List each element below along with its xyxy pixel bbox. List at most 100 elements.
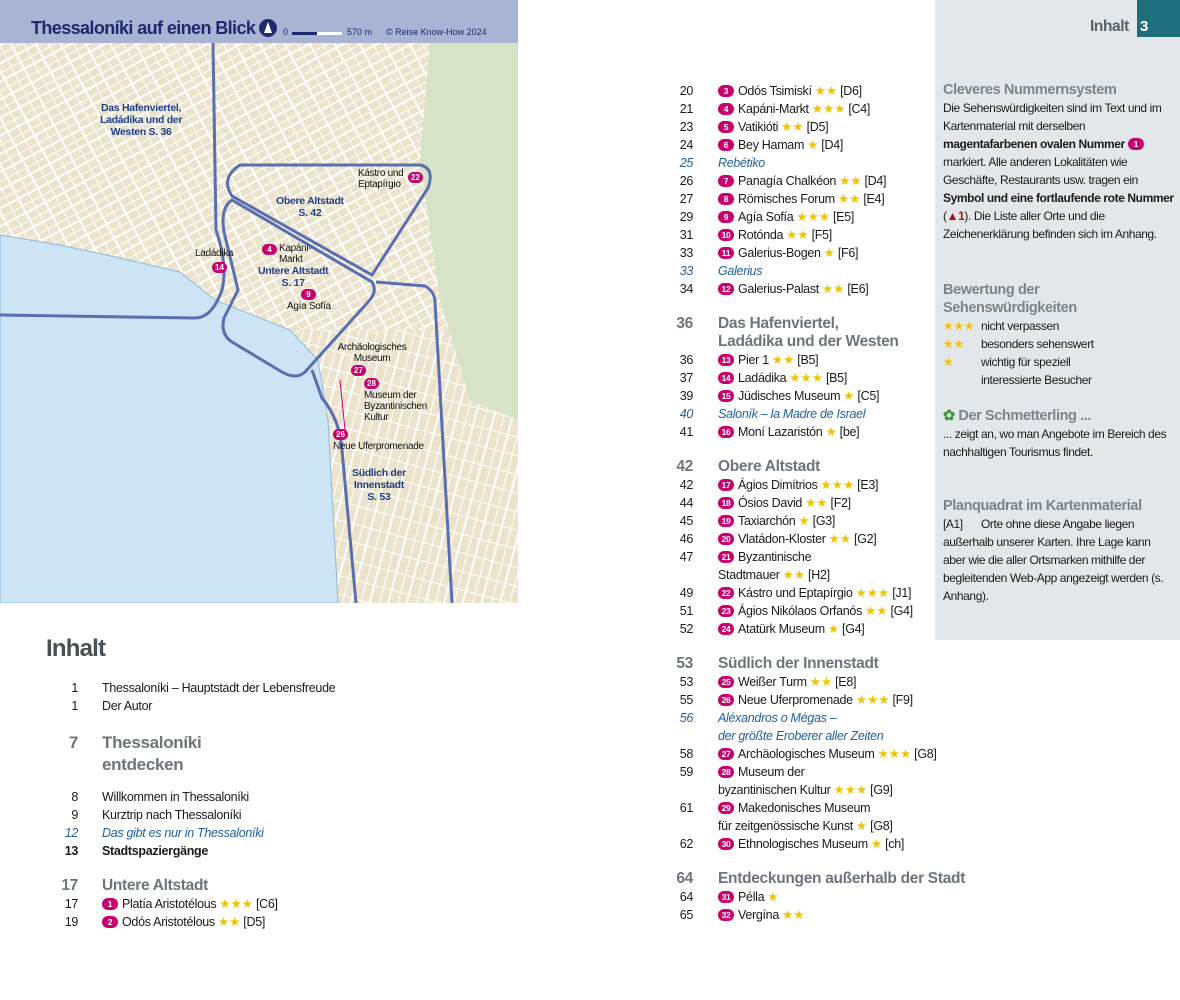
toc-entry[interactable]: 42 17 Ágios Dimítrios ★★★ [E3] — [660, 476, 965, 494]
map-marker[interactable]: 26 — [333, 429, 348, 440]
toc-entry[interactable]: 58 27 Archäologisches Museum ★★★ [G8] — [660, 745, 965, 763]
map-marker[interactable]: 28 — [364, 378, 379, 389]
entry-title: Galerius — [718, 264, 763, 278]
entry-title: Bey Hamam — [738, 138, 805, 152]
toc-entry[interactable]: 55 26 Neue Uferpromenade ★★★ [F9] — [660, 691, 965, 709]
toc-entry[interactable]: 8 Willkommen in Thessaloníki — [46, 788, 335, 806]
toc-entry[interactable]: byzantinischen Kultur ★★★ [G9] — [660, 781, 965, 799]
toc-entry[interactable]: 23 5 Vatikióti ★★ [D5] — [660, 118, 965, 136]
grid-reference: [J1] — [892, 586, 912, 600]
toc-entry[interactable]: 53 25 Weißer Turm ★★ [E8] — [660, 673, 965, 691]
page-number: 46 — [679, 532, 694, 546]
toc-entry[interactable]: 47 21 Byzantinische — [660, 548, 965, 566]
overview-map: Thessaloníki auf einen Blick 0 570 m © R… — [0, 0, 518, 603]
toc-entry[interactable]: 64 31 Pélla ★ — [660, 888, 965, 906]
grid-reference: [G8] — [870, 819, 893, 833]
toc-entry[interactable]: 17 1 Platía Aristotélous ★★★ [C6] — [46, 895, 335, 913]
toc-entry[interactable]: 25 Rebétiko — [660, 154, 965, 172]
map-marker[interactable]: 9 — [301, 289, 316, 300]
toc-entry[interactable]: 46 20 Vlatádon-Kloster ★★ [G2] — [660, 530, 965, 548]
toc-entry[interactable]: für zeitgenössische Kunst ★ [G8] — [660, 817, 965, 835]
toc-entry[interactable]: 52 24 Atatürk Museum ★ [G4] — [660, 620, 965, 638]
toc-entry[interactable]: 13 Stadtspaziergänge — [46, 842, 335, 860]
toc-entry[interactable]: 19 2 Odós Aristotélous ★★ [D5] — [46, 913, 335, 931]
toc-section-heading[interactable]: 64 Entdeckungen außerhalb der Stadt — [660, 870, 965, 888]
toc-entry[interactable]: der größte Eroberer aller Zeiten — [660, 727, 965, 745]
rating-stars: ★★ — [837, 192, 861, 206]
grid-reference: [G3] — [812, 514, 836, 528]
entry-title: Odós Aristotélous — [122, 915, 215, 929]
grid-reference: [D4] — [821, 138, 844, 152]
toc-entry[interactable]: 24 6 Bey Hamam ★ [D4] — [660, 136, 965, 154]
toc-entry[interactable]: 21 4 Kapáni-Markt ★★★ [C4] — [660, 100, 965, 118]
page-number: 64 — [676, 870, 693, 887]
toc-section-heading[interactable]: 42 Obere Altstadt — [660, 458, 965, 476]
toc-entry[interactable]: 1 Thessaloníki – Hauptstadt der Lebensfre… — [46, 679, 335, 697]
toc-entry[interactable]: 39 15 Jüdisches Museum ★ [C5] — [660, 387, 965, 405]
toc-entry[interactable]: 62 30 Ethnologisches Museum ★ [ch] — [660, 835, 965, 853]
toc-entry[interactable]: 29 9 Agía Sofía ★★★ [E5] — [660, 208, 965, 226]
toc-entry[interactable]: 44 18 Ósios David ★★ [F2] — [660, 494, 965, 512]
entry-title: Untere Altstadt — [102, 877, 209, 894]
toc-entry[interactable]: 40 Saloník – la Madre de Israel — [660, 405, 965, 423]
chapter-tab — [1137, 0, 1180, 37]
toc-entry[interactable]: 31 10 Rotónda ★★ [F5] — [660, 226, 965, 244]
toc-entry[interactable]: 20 3 Odós Tsimiskí ★★ [D6] — [660, 82, 965, 100]
grid-reference: [G8] — [914, 747, 937, 761]
page-number: 13 — [64, 844, 79, 858]
sight-number-badge: 10 — [718, 229, 734, 241]
sight-number-badge: 27 — [718, 748, 734, 760]
toc-entry[interactable]: 56 Aléxandros o Mégas – — [660, 709, 965, 727]
toc-section-heading[interactable]: 7 Thessaloníki — [46, 732, 335, 754]
toc-entry[interactable]: 65 32 Vergína ★★ — [660, 906, 965, 924]
toc-section-heading[interactable]: Ladádika und der Westen — [660, 333, 965, 351]
toc-entry[interactable]: 27 8 Römisches Forum ★★ [E4] — [660, 190, 965, 208]
sight-number-badge: 6 — [718, 139, 734, 151]
toc-section-heading[interactable]: 53 Südlich der Innenstadt — [660, 655, 965, 673]
page-number: 41 — [679, 425, 694, 439]
map-marker[interactable]: 14 — [212, 262, 227, 273]
rating-row: ★ wichtig für speziell interessierte Besu… — [943, 355, 1092, 387]
toc-entry[interactable]: 9 Kurztrip nach Thessaloníki — [46, 806, 335, 824]
page-number: 29 — [679, 210, 694, 224]
section-text: Die Sehenswürdigkeiten sind im Text und … — [943, 101, 1174, 241]
entry-title: Kástro und Eptapírgio — [738, 586, 853, 600]
toc-entry[interactable]: 36 13 Pier 1 ★★ [B5] — [660, 351, 965, 369]
sight-number-badge: 14 — [718, 372, 734, 384]
map-marker[interactable]: 22 — [408, 172, 423, 183]
map-graphic — [0, 0, 518, 603]
grid-reference: [H2] — [808, 568, 830, 582]
toc-section-heading[interactable]: 36 Das Hafenviertel, — [660, 315, 965, 333]
toc-entry[interactable]: 37 14 Ladádika ★★★ [B5] — [660, 369, 965, 387]
entry-title: Der Autor — [102, 699, 153, 713]
entry-title: Kurztrip nach Thessaloníki — [102, 808, 242, 822]
toc-entry[interactable]: 49 22 Kástro und Eptapírgio ★★★ [J1] — [660, 584, 965, 602]
page-number: 59 — [679, 765, 694, 779]
toc-entry[interactable]: 41 16 Moní Lazaristón ★ [be] — [660, 423, 965, 441]
toc-entry[interactable]: 59 28 Museum der — [660, 763, 965, 781]
toc-entry[interactable]: 34 12 Galerius-Palast ★★ [E6] — [660, 280, 965, 298]
toc-section-heading[interactable]: 17 Untere Altstadt — [46, 877, 335, 895]
map-marker[interactable]: 27 — [351, 365, 366, 376]
page-number: 61 — [679, 801, 694, 815]
entry-title: Ágios Dimítrios — [738, 478, 818, 492]
toc-entry[interactable]: Stadtmauer ★★ [H2] — [660, 566, 965, 584]
toc-entry[interactable]: 26 7 Panagía Chalkéon ★★ [D4] — [660, 172, 965, 190]
sight-number-badge: 30 — [718, 838, 734, 850]
toc-entry[interactable]: 1 Der Autor — [46, 697, 335, 715]
entry-title: Neue Uferpromenade — [738, 693, 853, 707]
page-number: 45 — [679, 514, 694, 528]
scale-end: 570 m — [347, 27, 373, 37]
toc-entry[interactable]: 51 23 Ágios Nikólaos Orfanós ★★ [G4] — [660, 602, 965, 620]
rating-stars: ★ — [827, 622, 840, 636]
toc-entry[interactable]: 33 Galerius — [660, 262, 965, 280]
page-number: 47 — [679, 550, 694, 564]
toc-entry[interactable]: 12 Das gibt es nur in Thessaloníki — [46, 824, 335, 842]
toc-entry[interactable]: 45 19 Taxiarchón ★ [G3] — [660, 512, 965, 530]
entry-title: Archäologisches Museum — [738, 747, 875, 761]
toc-entry[interactable]: 61 29 Makedonisches Museum — [660, 799, 965, 817]
toc-entry[interactable]: 33 11 Galerius-Bogen ★ [F6] — [660, 244, 965, 262]
map-marker[interactable]: 4 — [262, 244, 277, 255]
page-number: 12 — [64, 826, 79, 840]
toc-section-heading[interactable]: entdecken — [46, 754, 335, 776]
